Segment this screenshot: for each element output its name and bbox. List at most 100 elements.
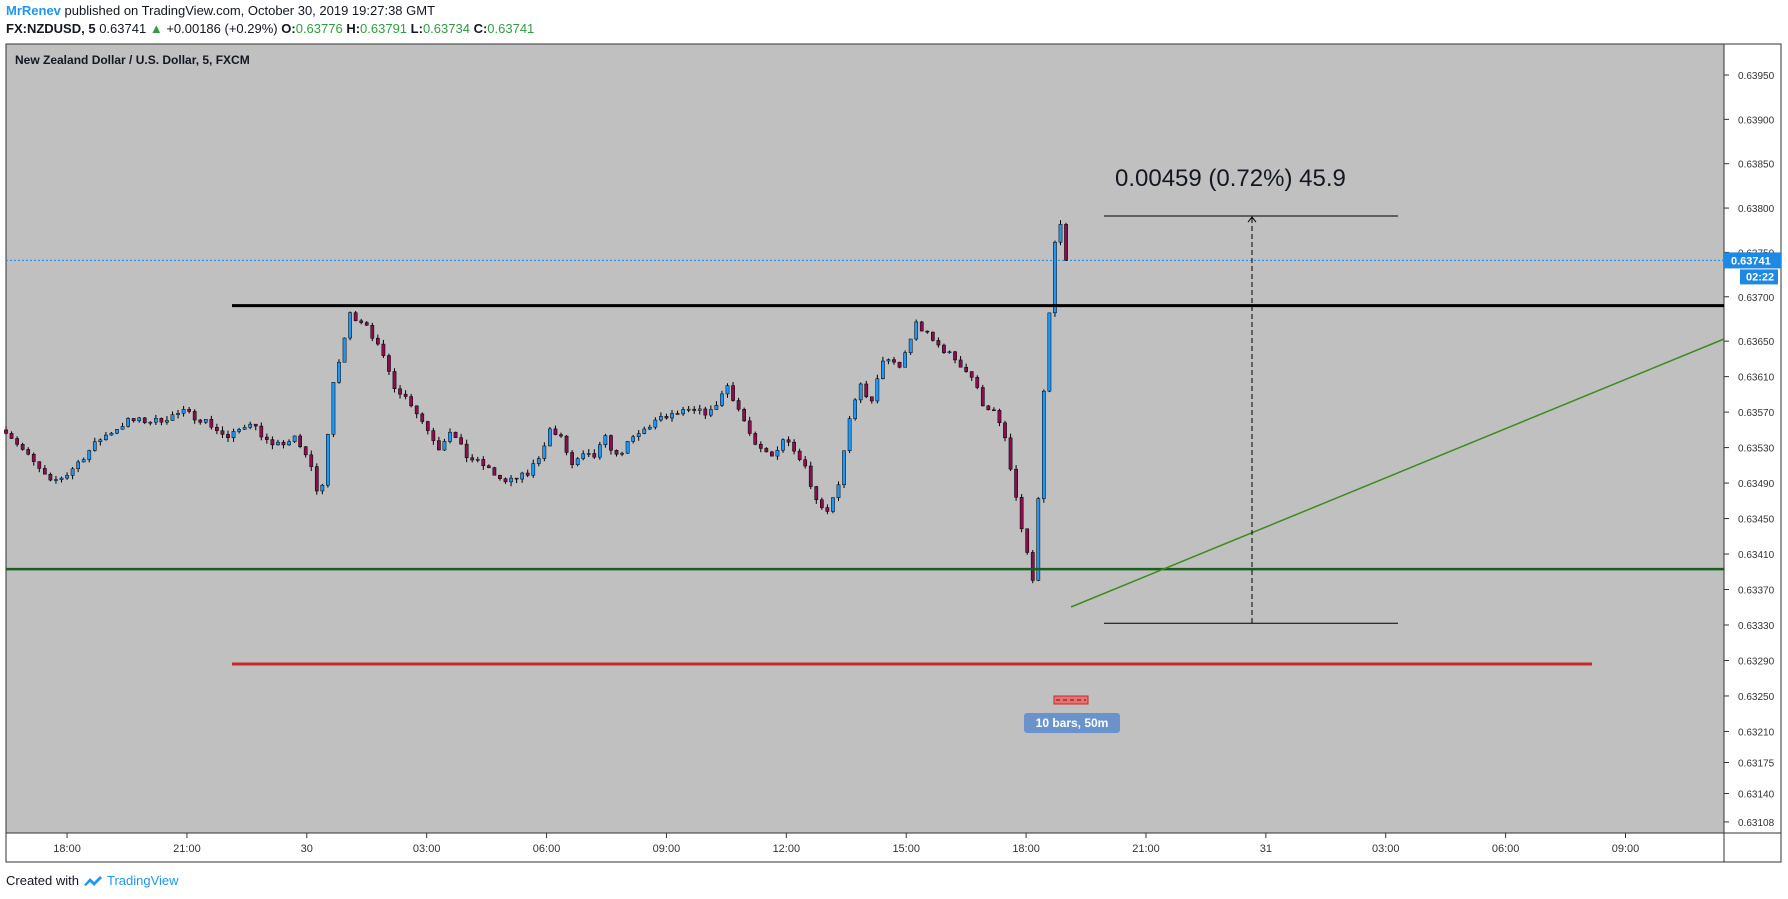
candle-body [1003,422,1007,439]
price-axis[interactable] [1723,43,1782,834]
candle-body [148,421,153,424]
candle-body [387,355,391,372]
candle-body [758,444,763,449]
candle-body [326,434,330,486]
candle-body [459,437,463,445]
tradingview-link[interactable]: TradingView [106,873,179,888]
candle-body [425,421,430,431]
low-label: L: [410,21,423,36]
candle-body [847,418,852,452]
candle-body [420,413,425,422]
time-axis[interactable] [5,832,1725,863]
candle-body [814,486,819,501]
time-tick-label: 31 [1260,843,1272,855]
candle-body [337,361,341,383]
candle-body [720,393,724,406]
candle-body [287,441,291,446]
candle-body [592,453,597,458]
candle-body [903,352,907,368]
author-link[interactable]: MrRenev [6,3,61,18]
candle-body [548,428,552,447]
candle-body [598,444,602,458]
candle-body [659,416,663,421]
candle-body [797,450,802,460]
price-tick-label: 0.63610 [1738,373,1775,384]
plot-area[interactable] [5,43,1725,834]
candle-body [725,385,730,395]
candle-body [448,431,452,442]
candle-body [842,450,846,486]
candle-body [564,435,569,453]
price-badges: 0.63741 02:22 [1724,252,1781,285]
candle-body [675,413,680,415]
candle-body [192,411,197,421]
drawings[interactable]: 0.00459 (0.72%) 45.9 10 bars, 50m [6,165,1725,733]
candle-body [703,408,708,416]
open-label: O: [281,21,296,36]
candle-body [464,443,469,459]
price-tick-label: 0.63140 [1738,790,1775,801]
candle-body [653,419,658,428]
time-tick-label: 21:00 [173,843,201,855]
candle-body [1014,468,1018,498]
candle-body [697,408,702,411]
candle-body [709,409,713,416]
candle-body [20,444,25,450]
candle-body [1064,224,1068,261]
candle-body [176,412,180,415]
candle-body [165,420,169,423]
candle-body [309,454,314,467]
candle-body [636,433,641,437]
close-label: C: [473,21,488,36]
candle-body [431,430,436,441]
time-tick-label: 12:00 [773,843,801,855]
candle-body [581,453,586,459]
candle-body [714,405,719,410]
candle-body [364,322,369,326]
change-arrow-icon: ▲ [149,21,163,36]
price-tick-label: 0.63950 [1738,71,1775,82]
candle-body [37,461,42,469]
candle-body [531,463,536,476]
candle-body [342,337,347,363]
candle-body [1042,390,1046,499]
trend-line[interactable] [1070,338,1725,608]
created-with-text: Created with [6,873,79,888]
price-tick-label: 0.63650 [1738,337,1775,348]
candle-body [120,426,125,430]
candle-body [775,450,780,457]
candle-body [154,418,158,423]
candle-body [686,408,691,411]
candle-body [353,312,358,322]
high-label: H: [346,21,361,36]
candle-body [104,434,108,441]
time-tick-label: 15:00 [892,843,920,855]
candle-body [453,431,458,438]
time-tick-label: 03:00 [413,843,441,855]
candle-body [215,427,219,431]
candle-body [76,461,81,470]
price-tick-label: 0.63570 [1738,408,1775,419]
candle-body [4,429,8,434]
low-value: 0.63734 [422,21,470,36]
candle-body [15,438,19,445]
candle-body [403,393,408,397]
symbol-name: FX:NZDUSD, 5 [6,21,96,36]
candle-body [536,458,541,464]
time-tick-label: 21:00 [1132,843,1160,855]
price-tick-label: 0.63450 [1738,515,1775,526]
candle-body [731,385,735,401]
price-tick-label: 0.63850 [1738,160,1775,171]
high-value: 0.63791 [360,21,408,36]
candle-body [631,436,635,442]
candle-body [753,433,758,445]
current-price-badge [1724,252,1781,269]
candle-body [975,377,980,388]
candle-body [525,472,530,476]
candle-body [942,344,946,353]
candle-body [609,435,613,451]
candle-body [947,351,952,354]
candle-body [781,439,785,451]
measure-arrow-icon [1247,216,1257,223]
